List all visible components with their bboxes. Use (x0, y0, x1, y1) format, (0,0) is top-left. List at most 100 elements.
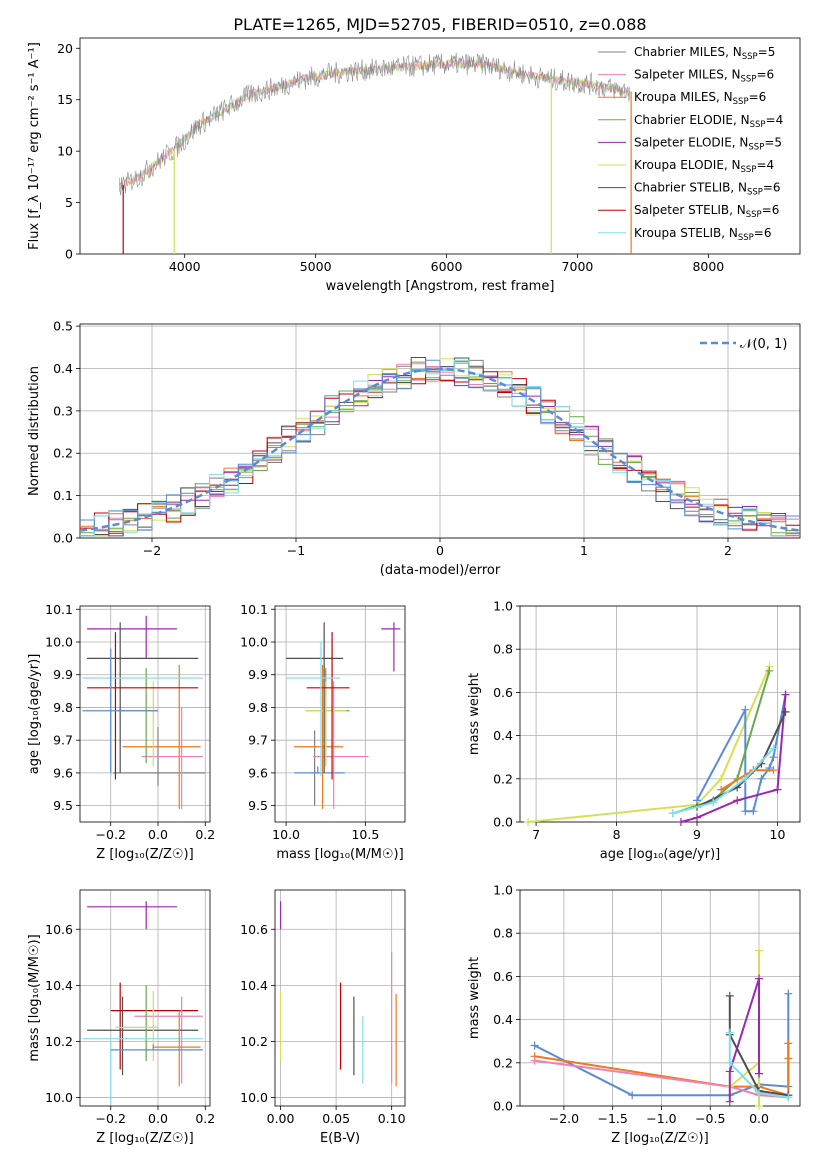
series-marker (784, 1039, 793, 1048)
y-tick-label: 9.5 (248, 798, 268, 813)
series-marker (755, 1089, 764, 1098)
series-marker (773, 785, 782, 794)
y-tick-label: 0.5 (53, 319, 73, 334)
axes-frame (79, 889, 211, 1107)
x-axis-label: Z [log₁₀(Z/Z☉)] (96, 847, 193, 862)
series-line (728, 995, 789, 1097)
y-tick-label: 9.5 (53, 798, 73, 813)
y-axis-label: Normed distribution (27, 366, 42, 496)
series-marker (717, 774, 726, 783)
y-axis-label: mass [log₁₀(M/M☉)] (27, 934, 42, 1061)
series-marker (741, 705, 750, 714)
axes-frame (79, 323, 801, 539)
x-tick-label: 0.0 (749, 1111, 769, 1126)
x-axis-label: age [log₁₀(age/yr)] (600, 847, 721, 862)
y-tick-label: 9.9 (53, 667, 73, 682)
errorbar-point (117, 668, 158, 764)
y-tick-label: 9.7 (248, 733, 268, 748)
series-marker (755, 946, 764, 955)
axes-frame (274, 889, 406, 1107)
x-tick-label: 10 (770, 827, 786, 842)
series-marker (781, 690, 790, 699)
x-tick-label: 5000 (300, 259, 332, 274)
axes-frame (274, 605, 406, 823)
errorbar-point (294, 766, 345, 774)
series-marker (628, 1091, 637, 1100)
x-tick-label: 7 (532, 827, 540, 842)
x-tick-label: 10.0 (272, 827, 300, 842)
errorbar-point (286, 622, 344, 773)
legend-entry: Kroupa MILES, NSSP=6 (634, 90, 766, 107)
series-marker (668, 809, 677, 818)
series-line (534, 1059, 789, 1099)
series-marker (769, 753, 778, 762)
series-marker (725, 1067, 734, 1076)
legend-entry: Chabrier STELIB, NSSP=6 (634, 181, 781, 198)
x-axis-label: mass [log₁₀(M/M☉)] (276, 847, 403, 862)
y-tick-label: 0.2 (53, 446, 73, 461)
y-tick-label: 9.6 (248, 765, 268, 780)
x-tick-label: 7000 (562, 259, 594, 274)
axes-massweight_vs_Z: −2.0 −1.5 −1.0 −0.5 0.0 0.0 0.2 0.4 0.6 0.8 1.0 Z [… (467, 883, 801, 1146)
y-tick-label: 0.0 (53, 531, 73, 546)
axes-residuals: −2 −1 0 1 2 0.0 0.1 0.2 0.3 0.4 0.5 (data-model)/er… (27, 319, 801, 578)
legend-entry: Kroupa ELODIE, NSSP=4 (634, 158, 774, 175)
errorbar-point (309, 730, 321, 806)
errorbar-point (120, 681, 158, 767)
series-marker (693, 813, 702, 822)
y-axis-label: Flux [f_λ 10⁻¹⁷ erg cm⁻² s⁻¹ A⁻¹] (27, 42, 42, 250)
legend-entry: Chabrier MILES, NSSP=5 (634, 45, 775, 62)
y-tick-label: 9.8 (53, 700, 73, 715)
x-tick-label: 8 (613, 827, 621, 842)
x-axis-label: wavelength [Angstrom, rest frame] (326, 279, 555, 294)
series-marker (717, 785, 726, 794)
axes-frame (79, 605, 211, 823)
errorbar-point (87, 901, 177, 930)
axes-spectrum: 4000 5000 6000 7000 8000 0 5 10 15 20 wavelength [… (27, 37, 801, 294)
series-marker (757, 774, 766, 783)
errorbar-point (122, 664, 201, 809)
spectrum-chabrier-miles (119, 52, 631, 196)
series-line (672, 747, 775, 815)
x-tick-label: 0.2 (195, 1111, 215, 1126)
y-tick-label: 0.4 (53, 361, 73, 376)
x-tick-label: −1.0 (646, 1111, 676, 1126)
y-tick-label: 10.2 (45, 1034, 73, 1049)
x-tick-label: 8000 (692, 259, 724, 274)
axes-mass_vs_Z: −0.2 0.0 0.2 10.0 10.2 10.4 10.6 Z [log₁₀(Z/Z☉)… (27, 889, 215, 1146)
series-marker (784, 989, 793, 998)
errorbar-point (110, 982, 199, 1070)
y-tick-label: 0.0 (493, 815, 513, 830)
x-tick-label: −0.2 (96, 827, 126, 842)
series-marker (755, 1102, 764, 1110)
errorbar-point (115, 990, 158, 1062)
legend: Chabrier MILES, NSSP=5 Salpeter MILES, NS… (598, 45, 783, 243)
errorbar-point (87, 615, 177, 659)
x-axis-label: Z [log₁₀(Z/Z☉)] (96, 1131, 193, 1146)
x-tick-label: 6000 (431, 259, 463, 274)
legend-entry: Chabrier ELODIE, NSSP=4 (634, 113, 783, 130)
axes-age_vs_mass: 10.0 10.5 9.5 9.6 9.7 9.8 9.9 10.0 10.1 mass [log… (240, 602, 406, 862)
y-tick-label: 20 (57, 41, 73, 56)
y-tick-label: 0.2 (493, 1055, 513, 1070)
series-line (527, 666, 771, 823)
series-marker (755, 974, 764, 983)
errorbar-point (87, 622, 199, 773)
series-marker (741, 774, 750, 783)
series-marker (784, 1093, 793, 1102)
axes-frame (79, 37, 801, 255)
errorbar-point (306, 632, 350, 780)
series-marker (755, 1069, 764, 1078)
errorbar-point (305, 681, 347, 767)
y-tick-label: 10.6 (240, 922, 268, 937)
series-marker (725, 1028, 734, 1037)
series-marker (781, 707, 790, 716)
y-tick-label: 0.3 (53, 403, 73, 418)
series-marker (524, 818, 533, 826)
series-line (728, 978, 760, 1102)
y-axis-label: mass weight (467, 957, 482, 1039)
series-marker (530, 1056, 539, 1065)
x-tick-label: 0.00 (267, 1111, 295, 1126)
errorbar-point (141, 707, 203, 809)
errorbar-point (306, 668, 350, 767)
